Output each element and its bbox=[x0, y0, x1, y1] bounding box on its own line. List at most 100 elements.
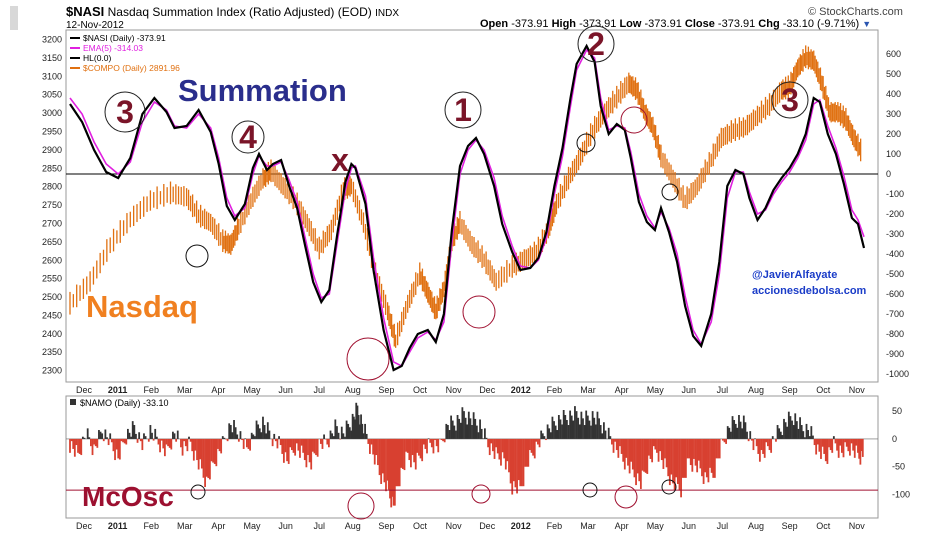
left-tick-label: 2400 bbox=[42, 329, 62, 339]
triangle-down-icon[interactable]: ▼ bbox=[862, 19, 872, 29]
x-tick-label: Sep bbox=[782, 521, 798, 531]
x-tick-label: Dec bbox=[76, 385, 93, 395]
x-tick-label: Mar bbox=[177, 521, 193, 531]
nasdaq-annotation: Nasdaq bbox=[86, 289, 198, 324]
right-tick-label: -700 bbox=[886, 309, 904, 319]
marker-circle bbox=[471, 484, 491, 504]
right-tick-label: -800 bbox=[886, 329, 904, 339]
close-value: -373.91 bbox=[717, 18, 756, 30]
left-tick-label: 2500 bbox=[42, 292, 62, 302]
left-tick-label: 3200 bbox=[42, 35, 62, 45]
x-tick-label: Feb bbox=[547, 521, 563, 531]
lower-panel bbox=[65, 395, 879, 519]
annotation-circle bbox=[771, 81, 809, 119]
marker-circle bbox=[661, 183, 679, 201]
credit-site: accionesdebolsa.com bbox=[752, 285, 867, 297]
close-label: Close bbox=[684, 18, 715, 30]
x-tick-label: Jun bbox=[682, 521, 697, 531]
x-tick-label: Jun bbox=[278, 521, 293, 531]
right-tick-label: -900 bbox=[886, 349, 904, 359]
credit-handle: @JavierAlfayate bbox=[752, 269, 837, 281]
x-tick-label: Mar bbox=[580, 521, 596, 531]
x-tick-label: Oct bbox=[816, 521, 831, 531]
left-tick-label: 2550 bbox=[42, 274, 62, 284]
legend-entry: $COMPO (Daily) 2891.96 bbox=[83, 63, 180, 73]
x-tick-label: Sep bbox=[782, 385, 798, 395]
right-tick-label: 400 bbox=[886, 89, 901, 99]
x-tick-label: Aug bbox=[345, 521, 361, 531]
right-tick-label: 200 bbox=[886, 129, 901, 139]
x-tick-label: Oct bbox=[413, 521, 428, 531]
marker-circle bbox=[582, 482, 598, 498]
description-label: Nasdaq Summation Index (Ratio Adjusted) … bbox=[107, 5, 372, 19]
namo-tick-label: 0 bbox=[892, 434, 897, 444]
right-tick-label: 300 bbox=[886, 109, 901, 119]
x-tick-label: Apr bbox=[615, 385, 629, 395]
left-tick-label: 2950 bbox=[42, 126, 62, 136]
x-tick-label: Sep bbox=[378, 385, 394, 395]
marker-circle bbox=[614, 485, 638, 509]
high-label: High bbox=[551, 18, 577, 30]
left-tick-label: 2450 bbox=[42, 310, 62, 320]
annotation-circle bbox=[231, 120, 265, 154]
marker-circle bbox=[462, 295, 496, 329]
right-tick-label: -1000 bbox=[886, 369, 909, 379]
marker-circle bbox=[576, 133, 596, 153]
right-tick-label: -200 bbox=[886, 209, 904, 219]
x-tick-label: Aug bbox=[748, 385, 764, 395]
x-tick-label: Nov bbox=[446, 521, 463, 531]
x-tick-label: May bbox=[243, 385, 261, 395]
wave-number: 2 bbox=[587, 26, 605, 62]
namo-tick-label: -100 bbox=[892, 490, 910, 500]
x-tick-label: Dec bbox=[76, 521, 93, 531]
mcosc-annotation: McOsc bbox=[82, 481, 174, 512]
x-tick-label: 2012 bbox=[511, 385, 531, 395]
open-label: Open bbox=[480, 18, 509, 30]
marker-circle bbox=[346, 337, 390, 381]
left-tick-label: 3150 bbox=[42, 53, 62, 63]
right-tick-label: 600 bbox=[886, 49, 901, 59]
legend-entry: $NASI (Daily) -373.91 bbox=[83, 33, 166, 43]
marker-circle bbox=[185, 244, 209, 268]
right-tick-label: -600 bbox=[886, 289, 904, 299]
x-tick-label: Jun bbox=[278, 385, 293, 395]
annotation-circle bbox=[577, 25, 615, 63]
x-tick-label: May bbox=[647, 521, 665, 531]
side-grip bbox=[10, 6, 18, 30]
date-label: 12-Nov-2012 bbox=[66, 20, 124, 31]
right-tick-label: -300 bbox=[886, 229, 904, 239]
x-tick-label: Dec bbox=[479, 385, 496, 395]
x-tick-label: Mar bbox=[177, 385, 193, 395]
right-tick-label: 100 bbox=[886, 149, 901, 159]
right-tick-label: -100 bbox=[886, 189, 904, 199]
wave-number: 4 bbox=[239, 119, 257, 155]
x-tick-label: Oct bbox=[413, 385, 428, 395]
x-tick-label: Nov bbox=[849, 385, 866, 395]
x-tick-label: Jul bbox=[313, 521, 325, 531]
marker-circle bbox=[661, 479, 677, 495]
ohlc-readout: Open -373.91 High -373.91 Low -373.91 Cl… bbox=[480, 18, 871, 30]
right-tick-label: -400 bbox=[886, 249, 904, 259]
chg-label: Chg bbox=[758, 18, 780, 30]
wave-number: x bbox=[331, 142, 349, 178]
annotation-circle bbox=[104, 91, 146, 133]
open-value: -373.91 bbox=[511, 18, 549, 30]
x-tick-label: Jul bbox=[313, 385, 325, 395]
x-tick-label: Aug bbox=[345, 385, 361, 395]
left-tick-label: 3100 bbox=[42, 71, 62, 81]
low-value: -373.91 bbox=[644, 18, 682, 30]
x-tick-label: May bbox=[243, 521, 261, 531]
left-tick-label: 2850 bbox=[42, 163, 62, 173]
x-tick-label: Nov bbox=[446, 385, 463, 395]
marker-circle bbox=[347, 492, 375, 520]
left-tick-label: 2900 bbox=[42, 145, 62, 155]
right-tick-label: 0 bbox=[886, 169, 891, 179]
annotation-circle bbox=[444, 91, 482, 129]
left-tick-label: 2600 bbox=[42, 255, 62, 265]
nasi-line bbox=[69, 43, 866, 372]
x-tick-label: Oct bbox=[816, 385, 831, 395]
wave-number: 3 bbox=[116, 94, 134, 130]
symbol-label: $NASI bbox=[66, 4, 105, 19]
x-tick-label: Dec bbox=[479, 521, 496, 531]
